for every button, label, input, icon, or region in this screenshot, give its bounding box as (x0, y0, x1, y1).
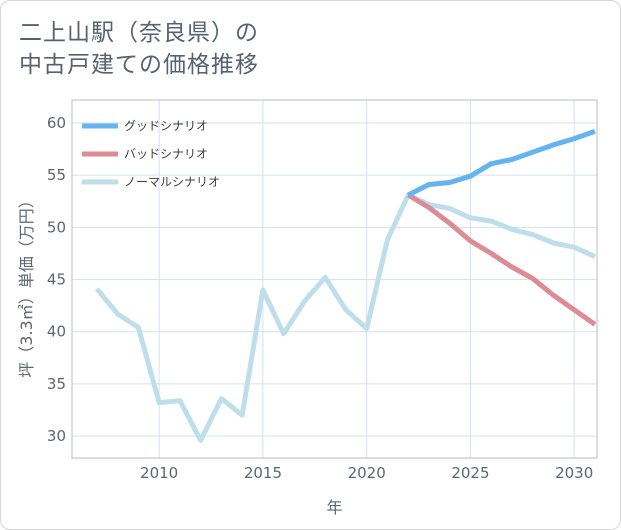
x-axis-title: 年 (326, 498, 342, 517)
legend-label: ノーマルシナリオ (124, 175, 220, 189)
plot-frame (71, 99, 598, 459)
legend-label: バッドシナリオ (124, 147, 208, 161)
series-line-1 (406, 192, 597, 327)
series-line-2 (94, 192, 596, 443)
chart-title: 二上山駅（奈良県）の 中古戸建ての価格推移 (19, 17, 499, 81)
y-tick-label: 60 (47, 114, 66, 132)
chart-title-line2: 中古戸建ての価格推移 (19, 52, 259, 78)
y-tick-label: 55 (47, 166, 66, 184)
x-tick-label: 2025 (451, 464, 489, 482)
y-tick-label: 50 (47, 218, 66, 236)
y-tick-label: 45 (47, 271, 66, 289)
series-layer (94, 128, 597, 443)
x-tick-label: 2010 (140, 464, 178, 482)
series-line-0 (407, 128, 596, 198)
y-tick-label: 35 (47, 375, 66, 393)
x-tick-label: 2020 (348, 464, 386, 482)
x-tick-label: 2015 (244, 464, 282, 482)
y-axis-title: 坪（3.3㎡）単価（万円） (17, 192, 36, 377)
x-tick-label: 2030 (555, 464, 593, 482)
legend-label: グッドシナリオ (124, 119, 208, 133)
y-tick-label: 40 (47, 323, 66, 341)
chart-title-line1: 二上山駅（奈良県）の (19, 20, 259, 46)
y-tick-label: 30 (47, 427, 66, 445)
axis-ticks: 2010 2015 2020 2025 2030 30 35 40 45 50 55 60 (47, 114, 593, 482)
